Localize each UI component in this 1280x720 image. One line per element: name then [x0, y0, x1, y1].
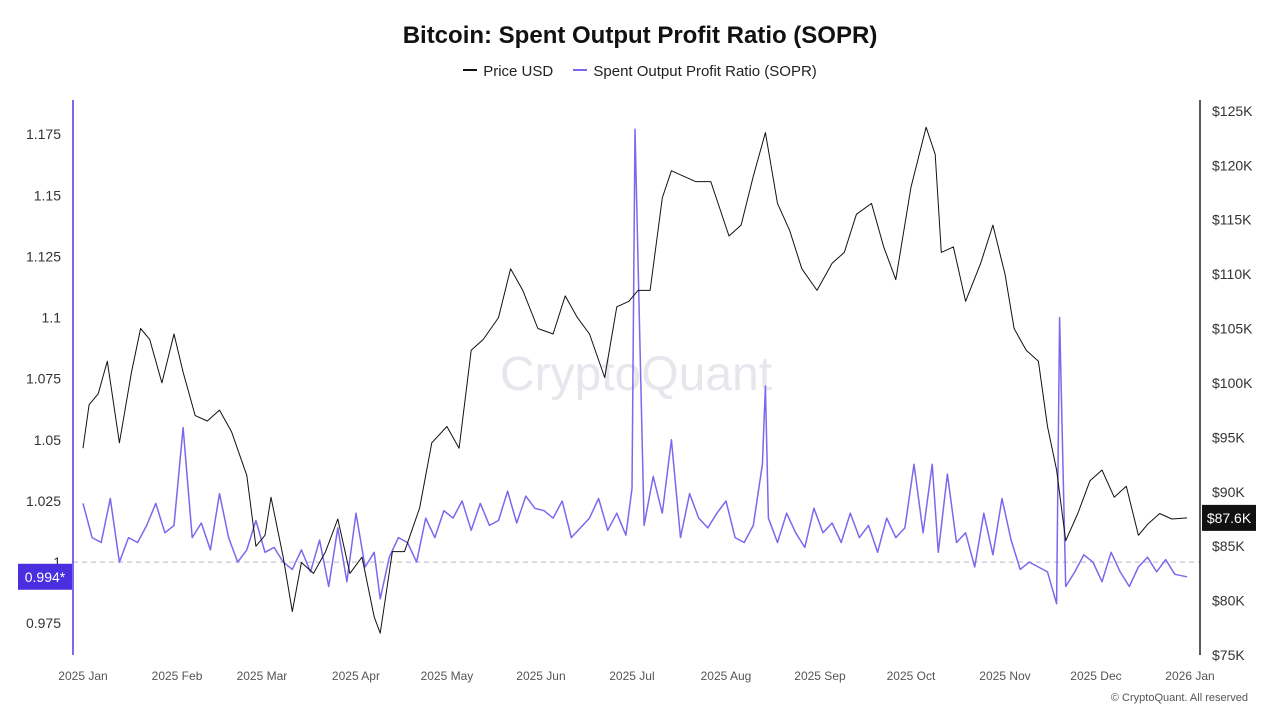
current-value-badge-sopr: 0.994*	[18, 563, 72, 590]
x-tick-label: 2025 Oct	[887, 669, 936, 683]
left-tick-label: 1.025	[26, 493, 61, 509]
right-tick-label: $125K	[1212, 103, 1253, 119]
left-axis: 0.975 1 1.025 1.05 1.075 1.1 1.125 1.15 1.175	[26, 126, 61, 631]
legend-item-price[interactable]: Price USD	[463, 63, 553, 80]
right-tick-label: $120K	[1212, 157, 1253, 173]
left-tick-label: 1.125	[26, 248, 61, 264]
legend-item-sopr[interactable]: Spent Output Profit Ratio (SOPR)	[573, 63, 817, 80]
left-tick-label: 1	[53, 554, 61, 570]
x-tick-label: 2025 Nov	[979, 669, 1030, 683]
left-tick-label: 1.175	[26, 126, 61, 142]
x-tick-label: 2025 Dec	[1070, 669, 1121, 683]
current-value-label-price: $87.6K	[1207, 510, 1252, 526]
x-tick-label: 2025 Apr	[332, 669, 380, 683]
x-tick-label: 2025 Feb	[152, 669, 203, 683]
legend-label-sopr: Spent Output Profit Ratio (SOPR)	[593, 63, 817, 80]
left-tick-label: 0.975	[26, 615, 61, 631]
right-tick-label: $105K	[1212, 321, 1253, 337]
right-tick-label: $80K	[1212, 593, 1245, 609]
right-tick-label: $110K	[1212, 266, 1252, 282]
chart-title: Bitcoin: Spent Output Profit Ratio (SOPR…	[402, 22, 878, 49]
x-tick-label: 2025 Jun	[516, 669, 565, 683]
right-tick-label: $90K	[1212, 484, 1245, 500]
current-value-badge-price: $87.6K	[1202, 504, 1256, 531]
x-tick-label: 2025 Jan	[58, 669, 107, 683]
x-tick-label: 2025 May	[421, 669, 474, 683]
x-tick-label: 2025 Sep	[794, 669, 846, 683]
x-tick-label: 2025 Jul	[609, 669, 654, 683]
watermark: CryptoQuant	[500, 348, 772, 401]
series-line-sopr	[82, 128, 1188, 605]
legend-label-price: Price USD	[483, 63, 554, 80]
legend: Price USD Spent Output Profit Ratio (SOP…	[0, 63, 1280, 80]
right-tick-label: $75K	[1212, 647, 1245, 663]
footer-credit: © CryptoQuant. All reserved	[1110, 692, 1248, 704]
legend-swatch-price	[463, 69, 478, 72]
right-tick-label: $115K	[1212, 212, 1252, 228]
x-tick-label: 2026 Jan	[1165, 669, 1214, 683]
legend-swatch-sopr	[573, 69, 588, 72]
left-tick-label: 1.075	[26, 371, 61, 387]
left-tick-label: 1.1	[42, 310, 62, 326]
x-tick-label: 2025 Aug	[701, 669, 752, 683]
x-axis: 2025 Jan 2025 Feb 2025 Mar 2025 Apr 2025 May…	[58, 669, 1214, 683]
x-tick-label: 2025 Mar	[237, 669, 288, 683]
right-tick-label: $95K	[1212, 429, 1245, 445]
left-tick-label: 1.15	[34, 187, 61, 203]
right-axis: $75K $80K $85K $90K $95K $100K $105K $110K $115K…	[1212, 103, 1253, 663]
right-tick-label: $100K	[1212, 375, 1253, 391]
right-tick-label: $85K	[1212, 538, 1245, 554]
current-value-label-sopr: 0.994*	[25, 569, 66, 585]
left-tick-label: 1.05	[34, 432, 61, 448]
series-line-price	[82, 126, 1188, 634]
